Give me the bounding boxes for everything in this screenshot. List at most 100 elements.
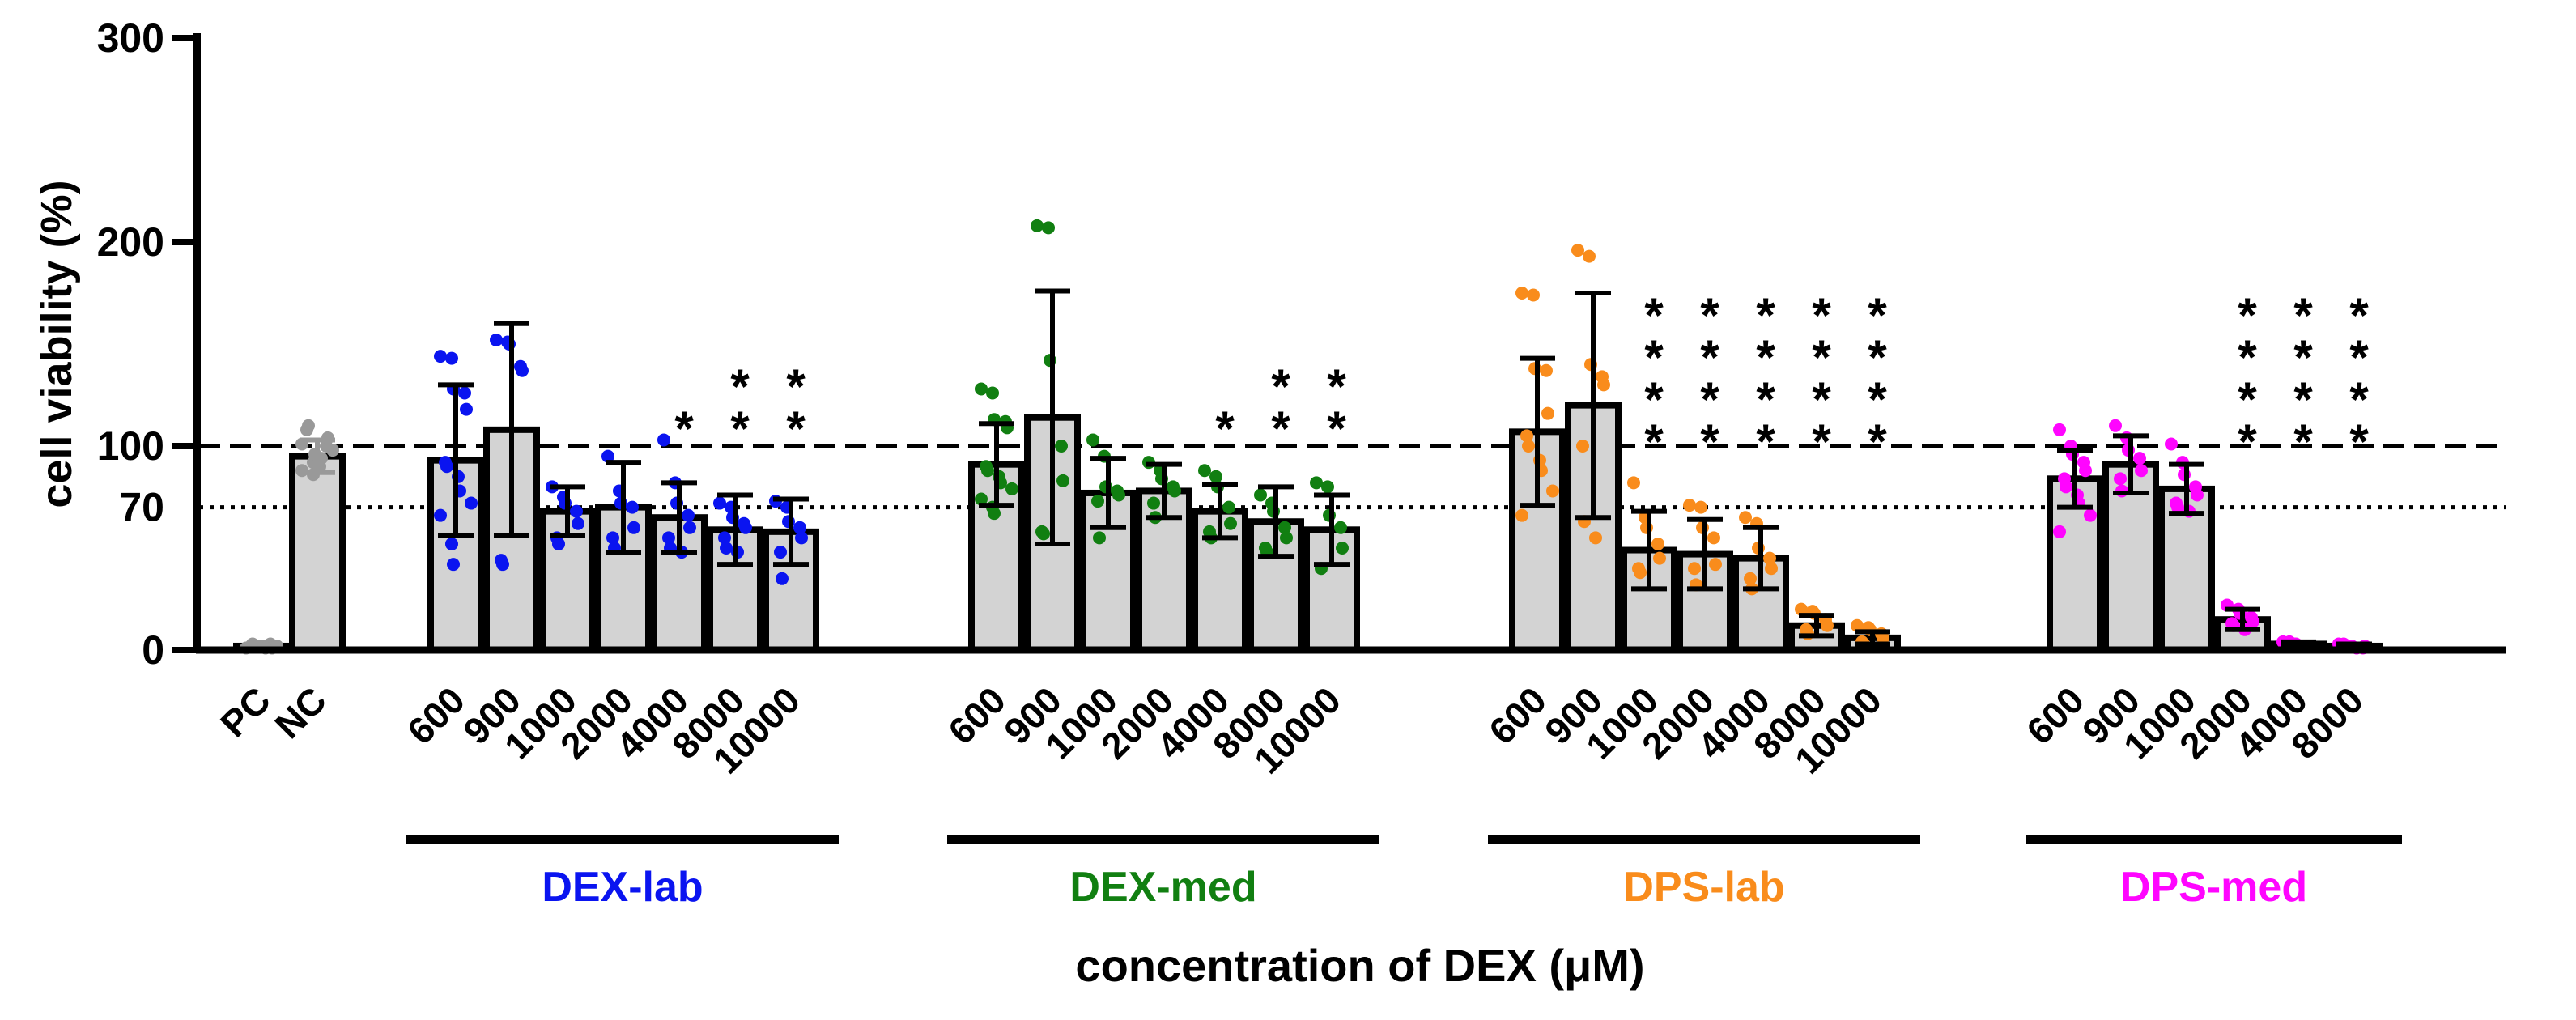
data-point-DPS-lab-600-3 (1540, 363, 1553, 377)
data-point-DEX-lab-900-0 (490, 333, 503, 346)
data-point-DEX-lab-4000-0 (657, 433, 670, 447)
group-label-DPS-lab: DPS-lab (1623, 864, 1784, 911)
data-point-DEX-lab-600-12 (447, 558, 460, 572)
data-point-DPS-med-600-6 (2060, 480, 2072, 494)
bar-DEX-med-4000 (1192, 508, 1248, 654)
data-point-DPS-med-600-0 (2053, 423, 2066, 436)
y-tick-label-200: 200 (97, 219, 164, 265)
data-point-control-NC-9 (326, 444, 339, 457)
data-point-DEX-med-2000-5 (1147, 496, 1160, 510)
data-point-DPS-lab-600-10 (1515, 508, 1528, 522)
significance-star-DEX-lab-10000-0: * (786, 359, 806, 414)
significance-star-DPS-lab-4000-2: * (1756, 372, 1775, 427)
data-point-DEX-med-900-6 (1037, 527, 1050, 541)
significance-star-DPS-med-4000-1: * (2293, 330, 2313, 385)
data-point-DEX-med-8000-0 (1254, 488, 1267, 502)
data-point-DEX-lab-8000-4 (739, 521, 752, 534)
data-point-DEX-lab-600-10 (434, 508, 447, 522)
significance-star-DPS-med-4000-3: * (2293, 414, 2313, 469)
data-point-DEX-med-10000-4 (1336, 542, 1349, 555)
significance-star-DEX-med-8000-1: * (1271, 402, 1290, 456)
data-point-DPS-lab-2000-0 (1683, 499, 1696, 512)
data-point-DPS-med-900-4 (2135, 464, 2148, 478)
bar-control-NC (289, 453, 346, 653)
data-point-DEX-med-1000-4 (1112, 488, 1125, 502)
y-tick-label-300: 300 (97, 15, 164, 61)
significance-star-DPS-lab-4000-0: * (1756, 288, 1775, 342)
data-point-DPS-lab-600-0 (1515, 287, 1528, 300)
data-point-DPS-lab-2000-1 (1694, 500, 1707, 514)
significance-star-DPS-lab-10000-1: * (1868, 330, 1887, 385)
data-point-DEX-lab-1000-3 (570, 504, 583, 518)
data-point-DEX-lab-600-3 (458, 386, 471, 400)
data-point-DEX-lab-600-4 (460, 402, 473, 416)
data-point-DEX-med-10000-1 (1321, 480, 1334, 494)
data-point-DPS-lab-1000-4 (1653, 551, 1666, 565)
significance-star-DPS-lab-8000-0: * (1812, 288, 1831, 342)
significance-star-DEX-med-8000-0: * (1271, 359, 1290, 414)
data-point-DEX-med-4000-0 (1198, 464, 1211, 478)
significance-star-DPS-lab-2000-0: * (1700, 288, 1719, 342)
data-point-DPS-lab-600-1 (1527, 288, 1540, 302)
y-tick-label-0: 0 (142, 627, 164, 673)
data-point-DEX-med-900-0 (1031, 219, 1044, 232)
data-point-DEX-lab-10000-5 (774, 546, 787, 559)
significance-star-DPS-med-8000-1: * (2349, 330, 2369, 385)
significance-star-DPS-med-4000-2: * (2293, 372, 2313, 427)
data-point-DPS-med-600-9 (2084, 508, 2097, 522)
data-point-DPS-med-900-0 (2109, 419, 2122, 432)
significance-star-DPS-lab-2000-3: * (1700, 414, 1719, 469)
significance-star-DPS-med-2000-0: * (2238, 288, 2257, 342)
data-point-DPS-lab-600-5 (1520, 429, 1533, 443)
data-point-DPS-med-1000-0 (2165, 437, 2178, 451)
data-point-DPS-lab-4000-4 (1765, 562, 1778, 576)
data-point-DEX-lab-600-0 (434, 350, 447, 363)
data-point-DEX-lab-4000-3 (682, 508, 695, 522)
data-point-DPS-med-900-3 (2133, 452, 2146, 465)
significance-star-DPS-lab-4000-3: * (1756, 414, 1775, 469)
significance-star-DPS-med-2000-3: * (2238, 414, 2257, 469)
category-label-control-NC: NC (266, 678, 334, 746)
data-point-DEX-med-4000-3 (1222, 500, 1235, 514)
data-point-DPS-lab-600-4 (1541, 406, 1554, 420)
data-point-DEX-med-1000-0 (1086, 433, 1099, 447)
data-point-DEX-med-8000-3 (1278, 521, 1291, 534)
significance-star-DPS-med-2000-1: * (2238, 330, 2257, 385)
significance-star-DPS-lab-1000-0: * (1644, 288, 1664, 342)
data-point-DPS-lab-8000-4 (1821, 618, 1834, 632)
data-point-DEX-lab-600-11 (445, 537, 458, 550)
significance-star-DPS-lab-10000-2: * (1868, 372, 1887, 427)
data-point-DEX-lab-2000-0 (601, 449, 614, 463)
data-point-DPS-lab-2000-5 (1688, 562, 1701, 576)
data-point-DEX-med-600-1 (986, 386, 999, 400)
data-point-DPS-lab-4000-3 (1763, 551, 1776, 565)
data-point-DPS-med-1000-4 (2191, 488, 2204, 502)
significance-star-DEX-lab-8000-1: * (730, 402, 750, 456)
data-point-DEX-lab-10000-3 (793, 521, 806, 534)
data-point-DEX-med-10000-0 (1310, 476, 1323, 490)
significance-star-DPS-med-8000-2: * (2349, 372, 2369, 427)
data-point-DPS-lab-600-6 (1522, 440, 1535, 453)
significance-star-DPS-med-8000-3: * (2349, 414, 2369, 469)
data-point-DEX-lab-1000-6 (552, 537, 565, 550)
data-point-DEX-lab-1000-4 (572, 516, 584, 530)
data-point-DEX-med-10000-3 (1334, 521, 1347, 534)
data-point-DEX-lab-4000-4 (683, 521, 696, 534)
significance-star-DPS-lab-2000-2: * (1700, 372, 1719, 427)
data-point-DPS-lab-900-0 (1571, 244, 1584, 257)
data-point-DPS-lab-10000-4 (1877, 631, 1889, 644)
significance-star-DPS-lab-1000-1: * (1644, 330, 1664, 385)
data-point-DEX-med-600-6 (981, 464, 994, 478)
data-point-DPS-lab-1000-6 (1634, 566, 1647, 580)
data-point-DEX-med-1000-5 (1091, 495, 1104, 508)
significance-star-DEX-med-4000-0: * (1215, 402, 1235, 456)
significance-star-DPS-med-2000-2: * (2238, 372, 2257, 427)
data-point-DPS-lab-600-9 (1546, 484, 1559, 498)
data-point-DEX-med-600-10 (975, 492, 988, 506)
data-point-DPS-med-600-10 (2053, 525, 2066, 538)
significance-star-DPS-lab-10000-0: * (1868, 288, 1887, 342)
data-point-DPS-lab-4000-0 (1739, 511, 1752, 525)
data-point-DPS-med-1000-6 (2171, 500, 2184, 514)
data-point-DEX-med-4000-1 (1209, 470, 1222, 483)
